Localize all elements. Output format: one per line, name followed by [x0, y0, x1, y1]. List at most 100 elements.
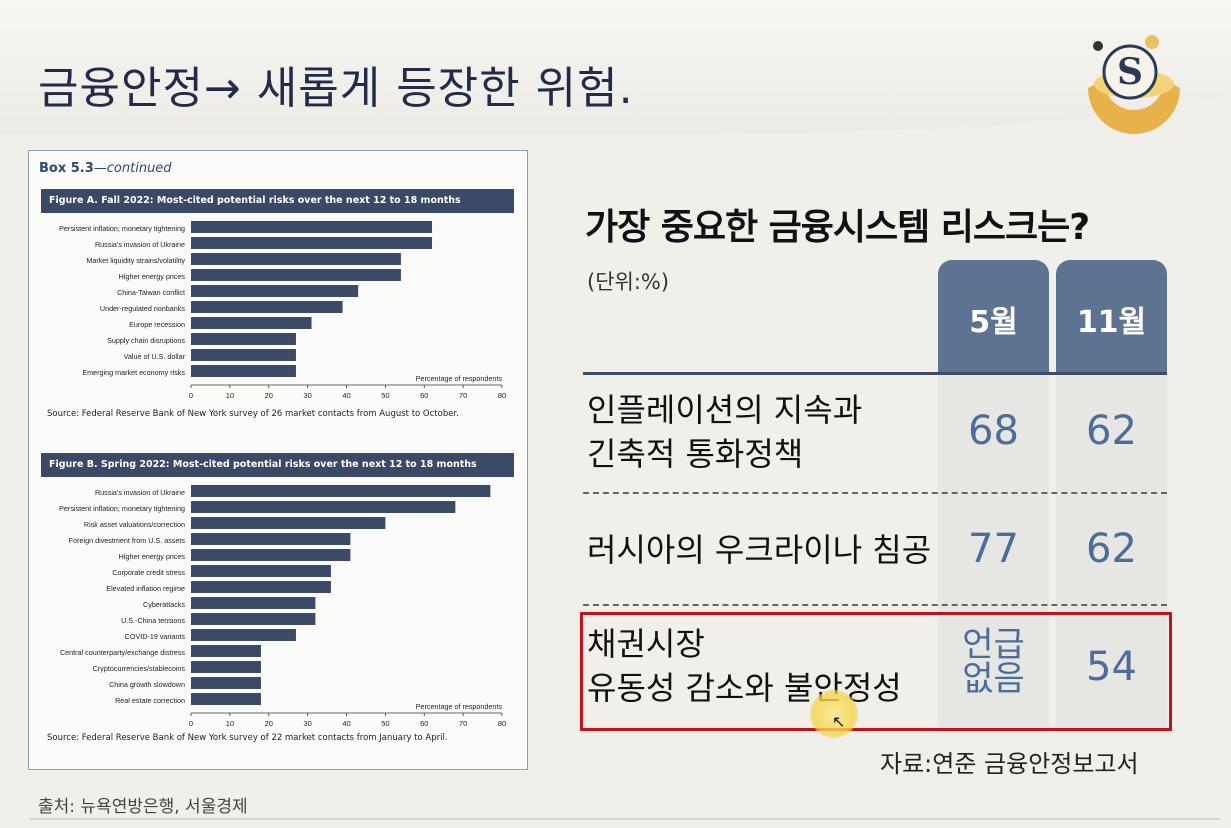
figure-b-category-label: Corporate credit stress [112, 568, 185, 577]
table-header-rule [583, 372, 1167, 375]
figure-a-category-label: Under-regulated nonbanks [100, 304, 186, 313]
box-continued: —continued [93, 161, 172, 176]
figure-a-x-tick-label: 40 [342, 391, 350, 400]
figure-a-bar [191, 269, 401, 281]
figure-a-x-tick-label: 70 [459, 391, 467, 400]
row-divider-1 [583, 492, 1167, 494]
figure-b-x-tick-label: 60 [420, 719, 428, 728]
row2-may-value: 77 [968, 526, 1019, 572]
figure-b-bar [191, 565, 331, 577]
figure-b-x-axis-label: Percentage of respondents [416, 702, 503, 711]
figure-a-category-label: Value of U.S. dollar [124, 352, 186, 361]
figure-a-category-label: Supply chain disruptions [107, 336, 185, 345]
box-number: Box 5.3 [39, 161, 94, 176]
row1-label-line2: 긴축적 통화정책 [587, 435, 804, 473]
row3-may-value: 언급 없음 [938, 628, 1049, 696]
figure-b-category-label: U.S.-China tensions [121, 616, 185, 625]
table-source: 자료:연준 금융안정보고서 [880, 750, 1139, 778]
figure-b-category-label: COVID-19 variants [125, 632, 186, 641]
figure-a-title: Figure A. Fall 2022: Most-cited potentia… [41, 189, 514, 213]
mouse-cursor-icon: ↖ [832, 712, 846, 731]
figure-b-bar [191, 549, 351, 561]
figure-b-category-label: Higher energy prices [119, 552, 186, 561]
figure-b-category-label: Cyberattacks [143, 600, 185, 609]
figure-b-category-label: Russia's invasion of Ukraine [95, 488, 185, 497]
figure-a-x-tick-label: 10 [226, 391, 234, 400]
figure-a-category-label: Persistent inflation; monetary tightenin… [59, 224, 185, 233]
title-band-curve [0, 95, 1231, 155]
figure-b-x-tick-label: 70 [459, 719, 467, 728]
figure-b-source: Source: Federal Reserve Bank of New York… [47, 733, 448, 743]
figure-a: Figure A. Fall 2022: Most-cited potentia… [41, 189, 514, 419]
table-unit: (단위:%) [587, 270, 670, 294]
row-divider-2 [583, 604, 1167, 606]
figure-a-x-tick-label: 80 [498, 391, 506, 400]
figure-a-category-label: Higher energy prices [119, 272, 186, 281]
figure-b-category-label: Foreign divestment from U.S. assets [69, 536, 186, 545]
figure-a-category-label: Europe recession [129, 320, 185, 329]
figure-box: Box 5.3—continued Figure A. Fall 2022: M… [28, 150, 528, 770]
row3-label-line1: 채권시장 [587, 625, 705, 663]
figure-a-x-axis-label: Percentage of respondents [416, 374, 503, 383]
figure-a-bar [191, 301, 343, 313]
row1-label-line1: 인플레이션의 지속과 [587, 391, 863, 429]
highlight-box [580, 612, 1172, 731]
figure-a-x-tick-label: 60 [420, 391, 428, 400]
figure-a-category-label: Russia's invasion of Ukraine [95, 240, 185, 249]
figure-b-bar [191, 597, 316, 609]
figure-b-category-label: Central counterparty/exchange distress [60, 648, 185, 657]
figure-b-bar [191, 485, 491, 497]
figure-a-bar [191, 349, 296, 361]
figure-b-x-tick-label: 20 [265, 719, 273, 728]
figure-b-bar [191, 677, 261, 689]
col-header-may: 5월 [938, 260, 1049, 374]
figure-a-bar [191, 333, 296, 345]
figure-a-bar [191, 285, 359, 297]
figure-b-category-label: Cryptocurrencies/stablecoins [93, 664, 186, 673]
svg-text:S: S [1117, 51, 1143, 93]
figure-a-category-label: Emerging market economy risks [82, 368, 185, 377]
figure-b-category-label: Elevated inflation regime [106, 584, 185, 593]
figure-b-x-tick-label: 30 [303, 719, 311, 728]
row2-label: 러시아의 우크라이나 침공 [587, 531, 932, 569]
figure-b-x-tick-label: 80 [498, 719, 506, 728]
figure-b-bar [191, 661, 261, 673]
row2-nov-value: 62 [1086, 526, 1137, 572]
figure-a-x-tick-label: 30 [303, 391, 311, 400]
figure-b-bar [191, 501, 456, 513]
cursor-highlight [810, 690, 858, 738]
figure-a-x-tick-label: 50 [381, 391, 389, 400]
figure-b-category-label: China growth slowdown [109, 680, 185, 689]
figure-a-bar [191, 253, 401, 265]
figure-b-x-tick-label: 50 [381, 719, 389, 728]
col-header-nov: 11월 [1056, 260, 1167, 374]
box-label: Box 5.3—continued [39, 161, 172, 176]
figure-b-x-tick-label: 0 [189, 719, 193, 728]
nov-column-bg [1056, 374, 1167, 734]
figure-a-category-label: China-Taiwan conflict [117, 288, 185, 297]
row1-may-value: 68 [968, 408, 1019, 454]
figure-b-bar [191, 581, 331, 593]
slide-title: 금융안정→ 새롭게 등장한 위험. [38, 63, 634, 114]
figure-a-bar [191, 365, 296, 377]
dollar-coin-logo-icon: S [1088, 35, 1180, 134]
title-band [0, 0, 1231, 135]
may-column-bg [938, 374, 1049, 734]
figure-a-bar [191, 317, 312, 329]
row1-nov-value: 62 [1086, 408, 1137, 454]
figure-b-category-label: Risk asset valuations/correction [84, 520, 185, 529]
figure-a-chart: Persistent inflation; monetary tightenin… [59, 221, 506, 400]
figure-a-category-label: Market liquidity strains/volatility [86, 256, 185, 265]
figure-a-source: Source: Federal Reserve Bank of New York… [47, 409, 459, 419]
figure-b-chart: Russia's invasion of Ukraine Persistent i… [59, 485, 506, 728]
figure-b-bar [191, 613, 316, 625]
figure-b-bar [191, 693, 261, 705]
figure-b-category-label: Persistent inflation; monetary tightenin… [59, 504, 185, 513]
figure-a-bar [191, 237, 433, 249]
slide-source: 출처: 뉴욕연방은행, 서울경제 [38, 797, 248, 817]
figure-b-category-label: Real estate correction [115, 696, 185, 705]
figure-b-bar [191, 629, 296, 641]
row3-nov-value: 54 [1086, 644, 1137, 690]
figure-b-bar [191, 517, 386, 529]
figure-b-title: Figure B. Spring 2022: Most-cited potent… [41, 453, 514, 477]
